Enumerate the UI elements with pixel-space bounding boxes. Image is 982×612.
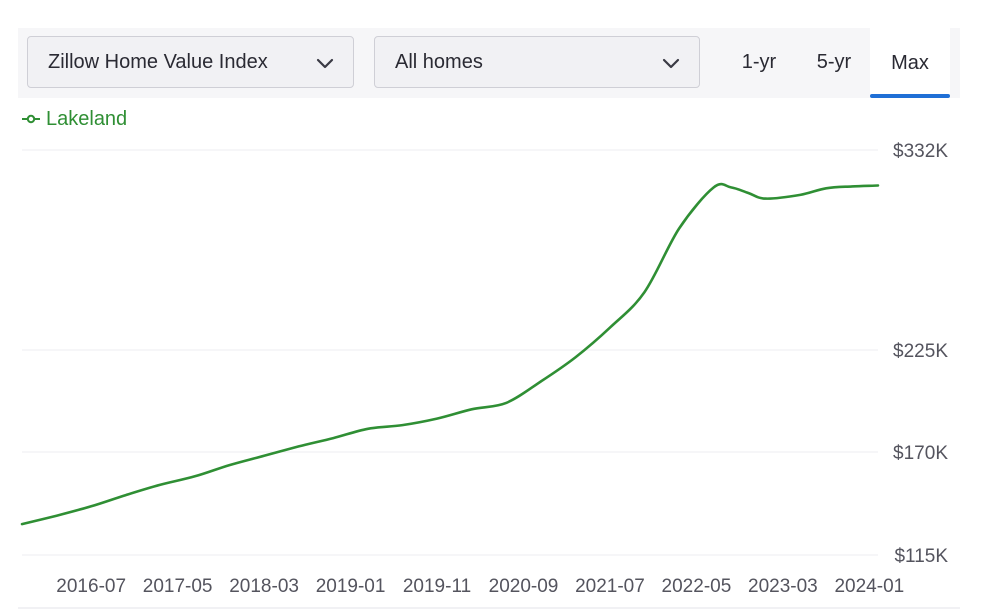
range-tab-5yr[interactable]: 5-yr xyxy=(816,51,852,73)
metric-dropdown[interactable]: Zillow Home Value Index xyxy=(27,36,354,88)
x-tick-label: 2020-09 xyxy=(489,576,559,597)
x-axis-ticks: 2016-07 2017-05 2018-03 2019-01 2019-11 2020-… xyxy=(56,576,904,597)
y-axis-ticks: $332K $225K $170K $115K xyxy=(893,141,948,567)
x-tick-label: 2022-05 xyxy=(662,576,732,597)
chart-legend[interactable]: Lakeland xyxy=(22,107,127,131)
x-tick-label: 2018-03 xyxy=(229,576,299,597)
x-tick-label: 2019-01 xyxy=(316,576,386,597)
range-tab-max[interactable]: Max xyxy=(870,28,950,98)
y-tick-label: $332K xyxy=(893,141,948,162)
y-tick-label: $225K xyxy=(893,341,948,362)
series-line-lakeland[interactable] xyxy=(20,182,880,526)
legend-series-label: Lakeland xyxy=(46,107,128,130)
x-tick-label: 2016-07 xyxy=(56,576,126,597)
x-tick-label: 2024-01 xyxy=(834,576,904,597)
x-tick-label: 2019-11 xyxy=(403,576,471,597)
legend-line-marker-icon xyxy=(22,114,40,124)
chart-toolbar: Zillow Home Value Index All homes 1-yr 5… xyxy=(18,28,960,98)
range-tab-1yr[interactable]: 1-yr xyxy=(741,51,777,73)
chevron-down-icon xyxy=(316,58,334,69)
chevron-down-icon xyxy=(662,58,680,69)
x-tick-label: 2017-05 xyxy=(143,576,213,597)
y-tick-label: $170K xyxy=(893,443,948,464)
home-type-dropdown-value: All homes xyxy=(395,50,483,73)
grid-lines xyxy=(22,149,878,556)
x-tick-label: 2023-03 xyxy=(748,576,818,597)
range-tab-max-label: Max xyxy=(891,52,929,74)
y-tick-label: $115K xyxy=(894,546,948,567)
selected-tab-underline xyxy=(870,94,950,98)
home-type-dropdown[interactable]: All homes xyxy=(374,36,700,88)
series-lines xyxy=(20,182,880,526)
metric-dropdown-value: Zillow Home Value Index xyxy=(48,50,268,73)
x-tick-label: 2021-07 xyxy=(575,576,645,597)
